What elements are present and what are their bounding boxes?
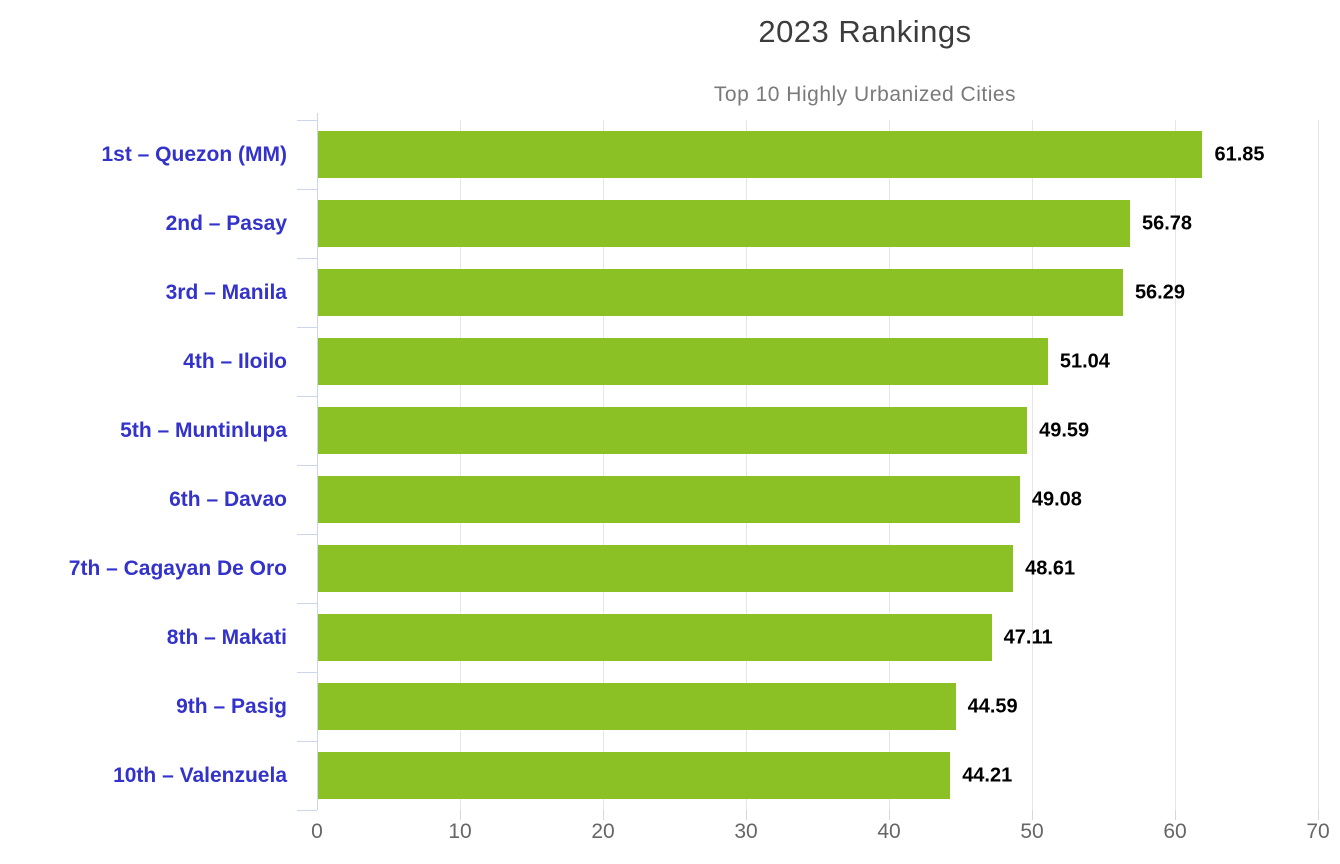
value-label: 51.04 [1059, 350, 1110, 372]
chart-title: 2023 Rankings [758, 14, 972, 49]
y-axis-tick [297, 741, 317, 742]
category-label[interactable]: 3rd – Manila [165, 280, 287, 304]
value-label: 44.21 [962, 764, 1013, 786]
x-tick-label: 60 [1163, 820, 1187, 843]
y-axis-tick [297, 465, 317, 466]
y-axis-tick [297, 258, 317, 259]
y-axis-tick [297, 327, 317, 328]
x-axis-tick [1318, 810, 1319, 820]
bar [318, 269, 1123, 316]
category-label[interactable]: 10th – Valenzuela [113, 763, 287, 787]
x-axis-tick [1032, 810, 1033, 820]
value-label: 47.11 [1003, 626, 1053, 648]
bar [318, 131, 1203, 178]
y-axis-tick [297, 396, 317, 397]
gridline [1175, 120, 1176, 810]
value-label: 48.61 [1025, 557, 1076, 579]
x-axis-tick [746, 810, 747, 820]
y-axis-line [317, 113, 318, 810]
x-axis-tick [460, 810, 461, 820]
category-label[interactable]: 5th – Muntinlupa [120, 418, 287, 442]
category-label[interactable]: 9th – Pasig [176, 694, 287, 718]
bar [318, 338, 1048, 385]
x-axis-tick [889, 810, 890, 820]
gridline [889, 120, 890, 810]
value-label: 49.08 [1031, 488, 1082, 510]
y-axis-tick [297, 189, 317, 190]
x-axis-tick [603, 810, 604, 820]
y-axis-tick [297, 603, 317, 604]
x-tick-label: 0 [311, 820, 323, 843]
gridline [1318, 120, 1319, 810]
category-label[interactable]: 2nd – Pasay [165, 211, 287, 235]
y-axis-tick [297, 672, 317, 673]
value-label: 49.59 [1039, 419, 1090, 441]
category-label[interactable]: 7th – Cagayan De Oro [68, 556, 287, 580]
x-axis-tick [1175, 810, 1176, 820]
bar [318, 752, 951, 799]
x-tick-label: 20 [591, 820, 615, 843]
x-tick-label: 30 [734, 820, 758, 843]
x-tick-label: 10 [448, 820, 472, 843]
bar [318, 545, 1014, 592]
x-tick-label: 70 [1306, 820, 1330, 843]
y-axis-tick [297, 120, 317, 121]
gridline [1032, 120, 1033, 810]
bar [318, 614, 992, 661]
bar [318, 683, 956, 730]
value-label: 56.78 [1141, 212, 1193, 234]
gridline [603, 120, 604, 810]
value-label: 44.59 [967, 695, 1018, 717]
category-label[interactable]: 8th – Makati [166, 625, 287, 649]
chart-subtitle: Top 10 Highly Urbanized Cities [713, 83, 1017, 106]
value-label: 61.85 [1214, 143, 1265, 165]
category-label[interactable]: 1st – Quezon (MM) [101, 142, 287, 166]
value-label: 56.29 [1134, 281, 1185, 303]
x-tick-label: 40 [877, 820, 901, 843]
y-axis-tick [297, 810, 317, 811]
y-axis-tick [297, 534, 317, 535]
x-tick-label: 50 [1020, 820, 1044, 843]
bar [318, 476, 1020, 523]
category-label[interactable]: 6th – Davao [169, 487, 287, 511]
bar [318, 407, 1028, 454]
category-label[interactable]: 4th – Iloilo [183, 349, 287, 373]
gridline [746, 120, 747, 810]
bar [318, 200, 1130, 247]
plot-area: 61.85 56.78 56.29 51.04 49.59 49.08 48.61 47.11… [297, 113, 1319, 811]
gridline [460, 120, 461, 810]
